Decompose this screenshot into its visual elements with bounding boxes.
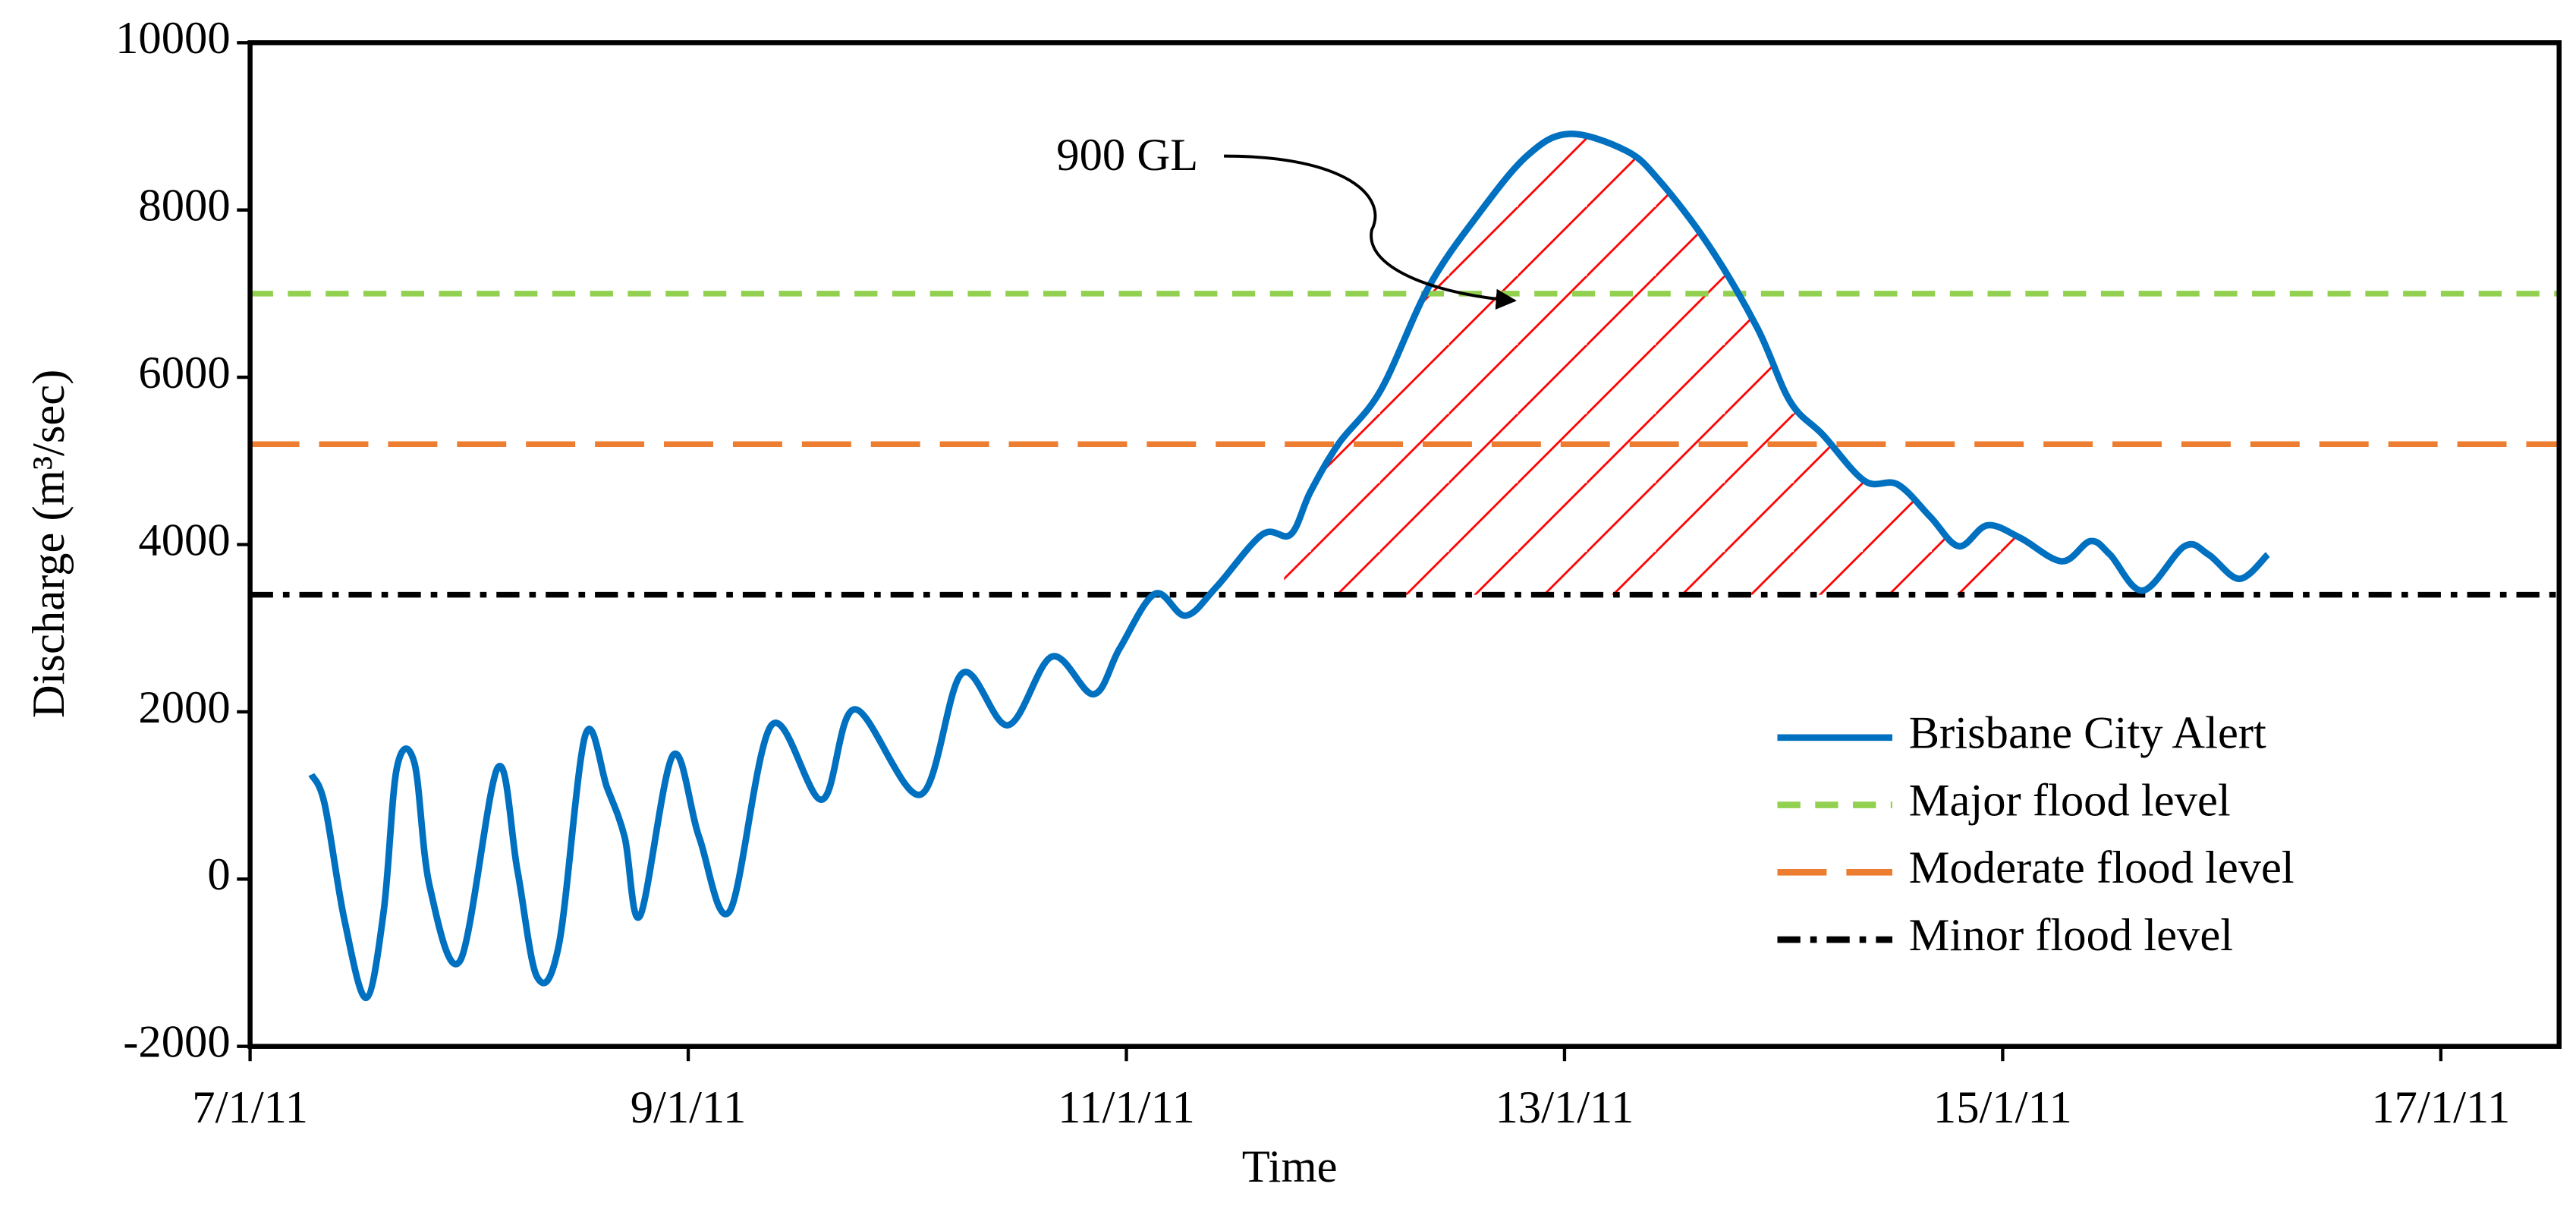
x-tick-label: 13/1/11 [1495, 1082, 1634, 1133]
x-tick-label: 7/1/11 [192, 1082, 308, 1133]
x-tick-label: 9/1/11 [631, 1082, 747, 1133]
y-tick-label: 10000 [115, 13, 230, 64]
x-axis-label: Time [1242, 1141, 1338, 1192]
legend-label: Brisbane City Alert [1909, 708, 2266, 759]
x-tick-label: 11/1/11 [1058, 1082, 1195, 1133]
legend-label: Minor flood level [1909, 910, 2233, 961]
data-line [308, 131, 2270, 1002]
x-tick-label: 17/1/11 [2371, 1082, 2510, 1133]
legend-label: Major flood level [1909, 775, 2231, 826]
y-tick-label: 4000 [138, 515, 230, 565]
y-axis-label: Discharge (m³/sec) [24, 370, 74, 719]
annotation: 900 GL [1056, 130, 1198, 181]
y-tick-label: 2000 [138, 682, 230, 733]
y-tick-label: -2000 [123, 1017, 230, 1068]
x-tick-label: 15/1/11 [1933, 1082, 2072, 1133]
shaded-area [1284, 134, 2025, 595]
annotation-arrow [1224, 154, 1517, 310]
y-tick-label: 8000 [138, 181, 230, 231]
y-tick-label: 0 [207, 849, 230, 900]
y-tick-label: 6000 [138, 348, 230, 398]
legend-label: Moderate flood level [1909, 842, 2294, 893]
